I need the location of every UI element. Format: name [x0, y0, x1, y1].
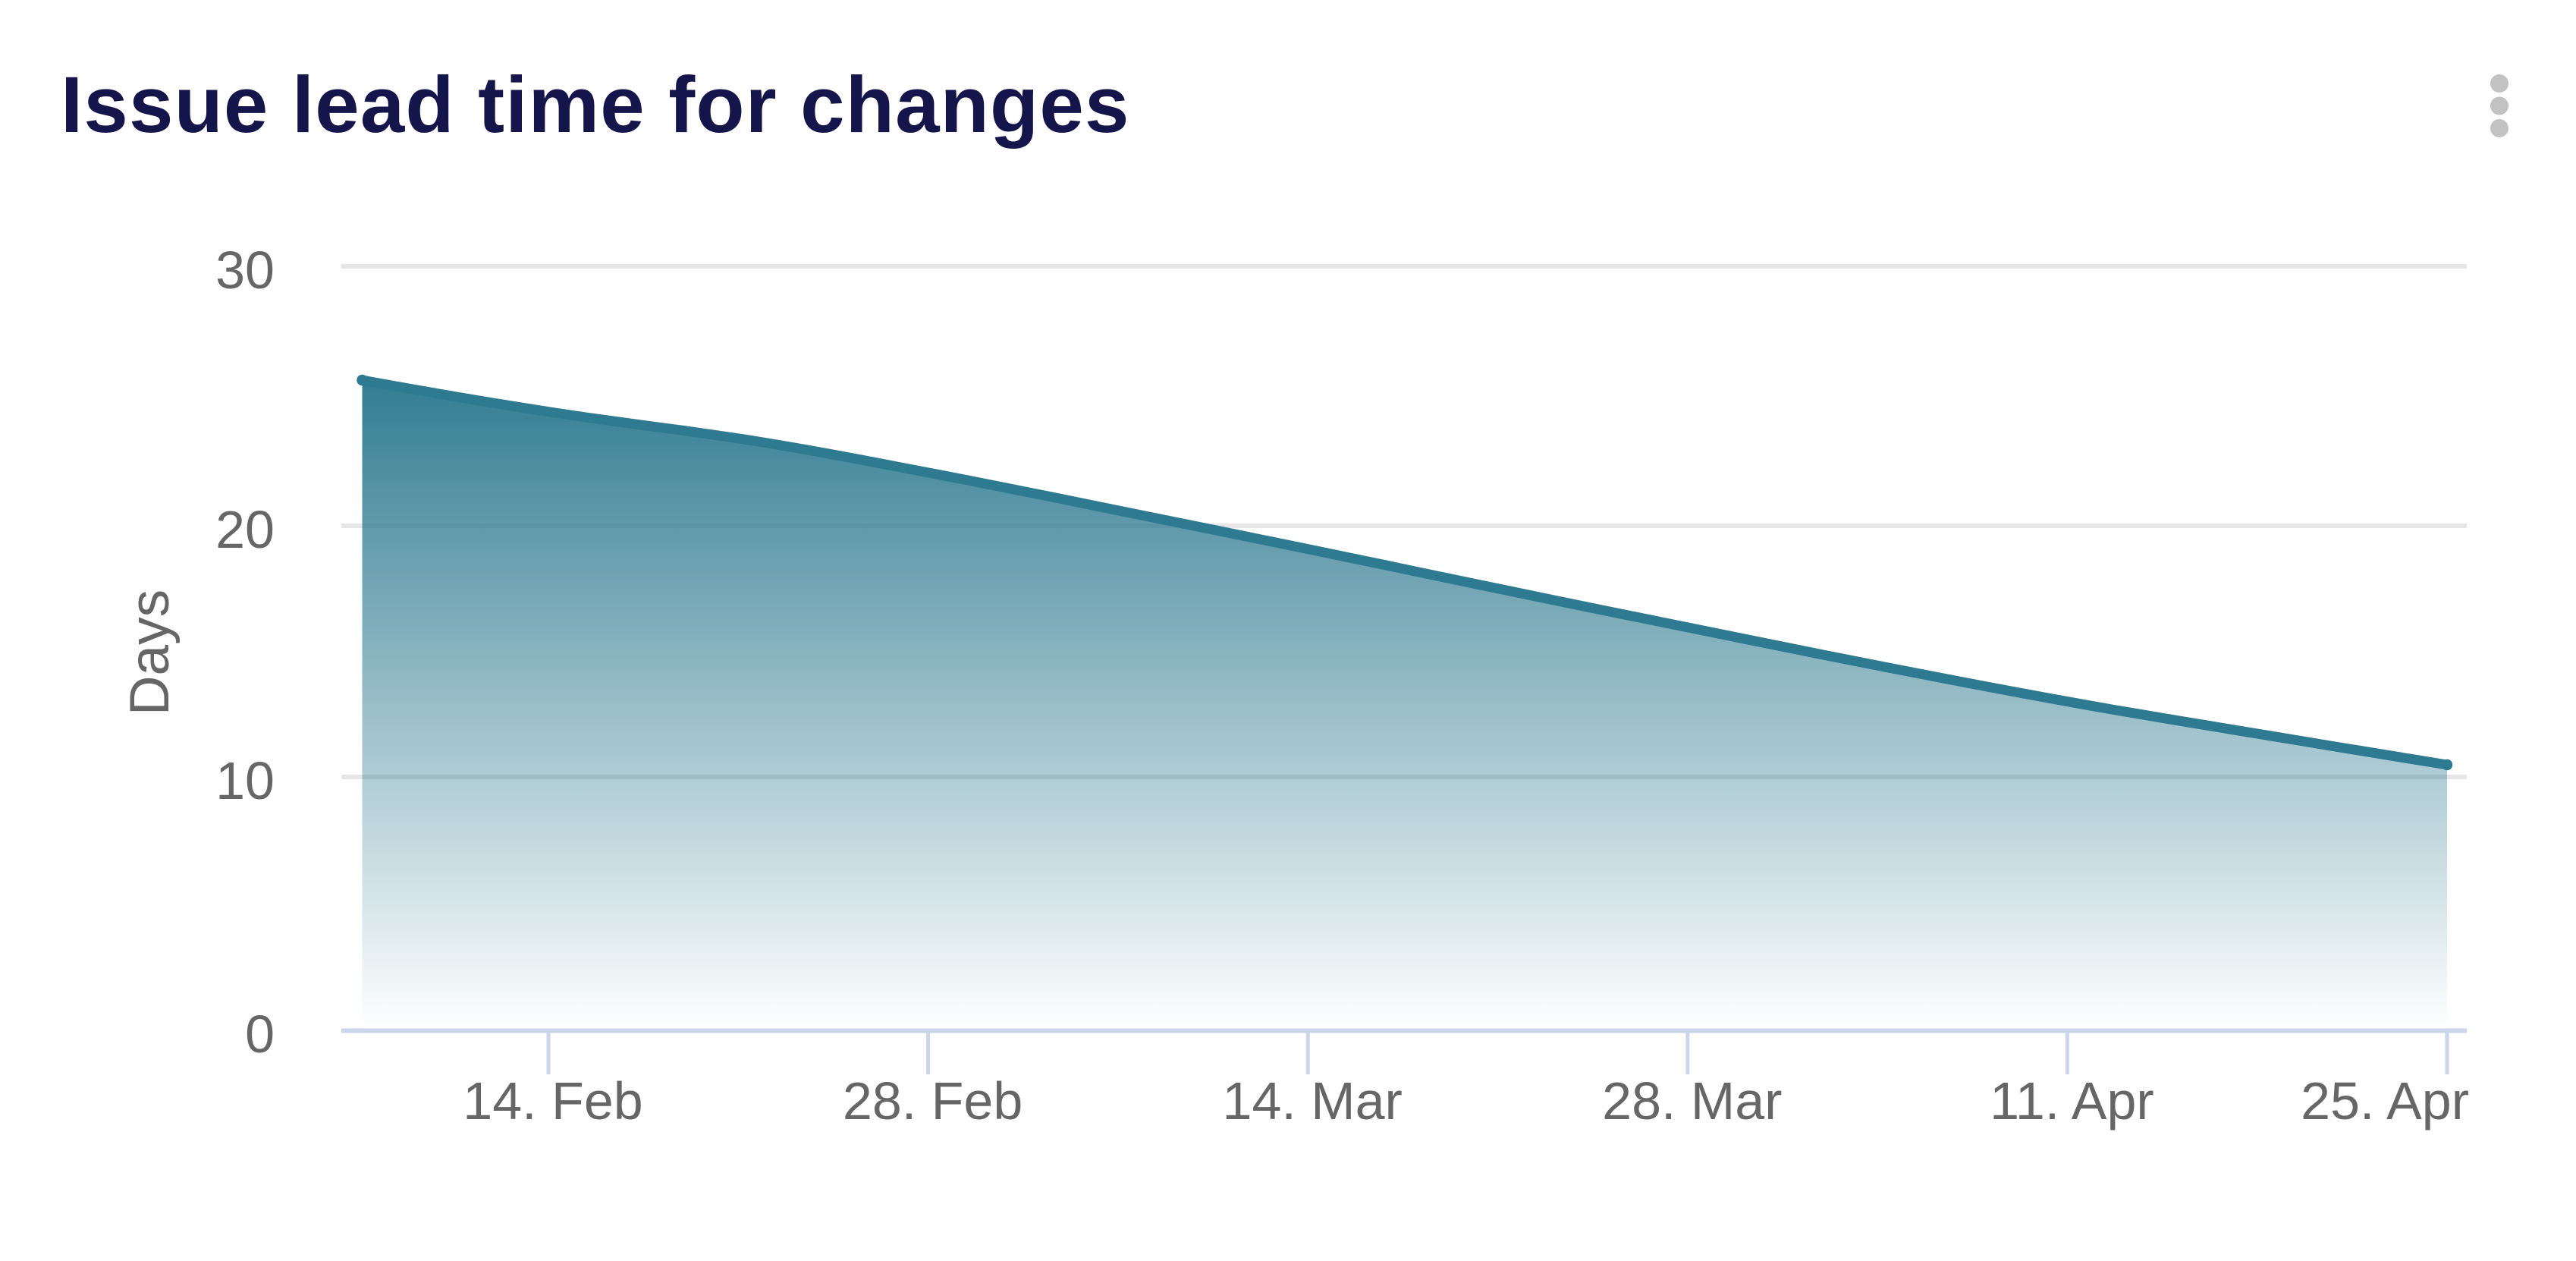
svg-text:14. Feb: 14. Feb — [463, 1071, 642, 1130]
svg-text:28. Mar: 28. Mar — [1602, 1071, 1782, 1130]
svg-text:10: 10 — [215, 751, 275, 810]
svg-text:Days: Days — [119, 590, 181, 715]
svg-text:25. Apr: 25. Apr — [2301, 1071, 2469, 1130]
svg-text:30: 30 — [215, 241, 275, 300]
svg-text:11. Apr: 11. Apr — [1990, 1071, 2154, 1130]
svg-text:14. Mar: 14. Mar — [1223, 1071, 1403, 1130]
svg-text:0: 0 — [245, 1005, 275, 1064]
svg-text:Issue lead time for changes: Issue lead time for changes — [61, 61, 1130, 149]
svg-text:20: 20 — [215, 500, 275, 559]
svg-text:28. Feb: 28. Feb — [843, 1071, 1023, 1130]
